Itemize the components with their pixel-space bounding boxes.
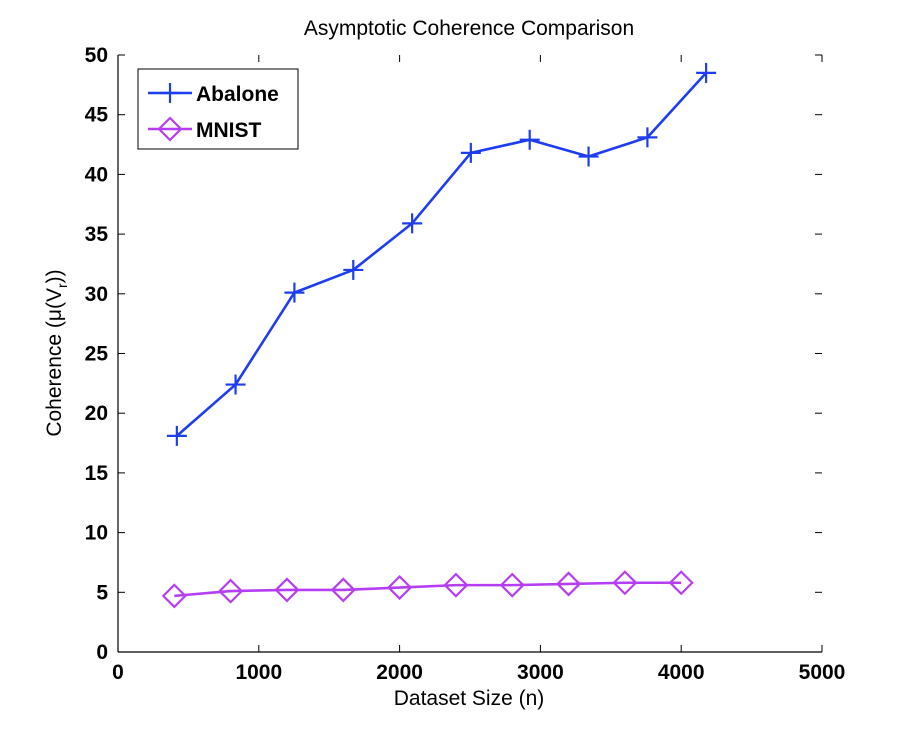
chart-title: Asymptotic Coherence Comparison xyxy=(304,17,634,40)
y-axis-label-suffix: )) xyxy=(43,269,66,283)
data-point-abalone xyxy=(284,282,305,303)
y-tick-label: 0 xyxy=(96,641,108,664)
series-abalone xyxy=(166,62,717,446)
data-point-mnist xyxy=(387,574,413,601)
legend: Abalone MNIST xyxy=(137,68,299,150)
y-tick-label: 25 xyxy=(85,343,109,366)
y-tick-label: 50 xyxy=(85,44,108,67)
x-tick-label: 4000 xyxy=(658,661,705,684)
data-point-mnist xyxy=(161,583,187,609)
legend-item-mnist: MNIST xyxy=(148,116,262,142)
x-tick-label: 0 xyxy=(112,661,124,684)
y-ticks: 0 5 10 15 20 25 30 35 40 45 50 xyxy=(85,44,822,664)
legend-marker-mnist xyxy=(157,116,183,142)
data-point-abalone xyxy=(343,259,364,280)
y-tick-label: 5 xyxy=(96,581,108,604)
data-point-abalone xyxy=(460,142,481,163)
data-point-abalone xyxy=(519,129,540,150)
data-point-mnist xyxy=(218,578,244,604)
data-point-abalone xyxy=(402,213,423,234)
data-point-abalone xyxy=(225,374,246,395)
legend-label-mnist: MNIST xyxy=(196,119,262,142)
y-tick-label: 10 xyxy=(85,522,108,545)
data-point-mnist xyxy=(612,570,638,596)
y-tick-label: 35 xyxy=(85,223,109,246)
data-point-abalone xyxy=(166,425,187,446)
x-tick-label: 3000 xyxy=(517,661,564,684)
data-point-abalone xyxy=(696,62,717,83)
y-tick-label: 20 xyxy=(85,402,108,425)
x-ticks: 0 1000 2000 3000 4000 5000 xyxy=(112,55,845,684)
data-point-mnist xyxy=(330,577,356,603)
y-tick-label: 30 xyxy=(85,283,108,306)
y-tick-label: 40 xyxy=(85,163,108,186)
legend-item-abalone: Abalone xyxy=(148,83,279,106)
y-axis-label: Coherence (μ(Vr)) xyxy=(43,269,70,436)
series-layer xyxy=(161,62,717,609)
data-point-abalone xyxy=(637,127,658,148)
x-axis-label: Dataset Size (n) xyxy=(394,687,545,710)
y-axis-label-main: Coherence (μ(V xyxy=(43,288,66,437)
legend-marker-abalone xyxy=(160,83,180,103)
data-point-mnist xyxy=(499,572,525,598)
data-point-mnist xyxy=(556,571,582,597)
data-point-mnist xyxy=(274,577,300,603)
series-mnist xyxy=(161,570,694,609)
data-point-mnist xyxy=(668,570,694,596)
data-point-abalone xyxy=(578,146,599,167)
y-tick-label: 15 xyxy=(85,462,109,485)
series-line-mnist xyxy=(174,581,682,598)
series-line-abalone xyxy=(175,72,708,437)
data-point-mnist xyxy=(443,572,469,598)
y-axis-label-subscript: r xyxy=(54,283,70,288)
y-tick-label: 45 xyxy=(85,104,109,127)
legend-label-abalone: Abalone xyxy=(196,83,279,106)
x-tick-label: 5000 xyxy=(799,661,846,684)
x-tick-label: 2000 xyxy=(376,661,423,684)
x-tick-label: 1000 xyxy=(235,661,282,684)
